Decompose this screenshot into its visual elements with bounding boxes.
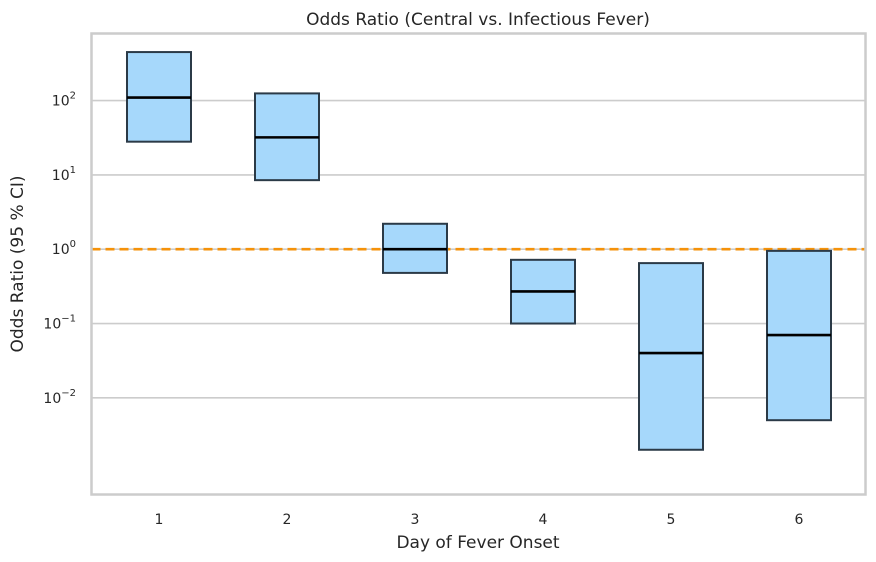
x-tick-label: 1 [155, 512, 164, 528]
boxes [126, 51, 832, 451]
y-tick-base: 10 [52, 94, 70, 110]
ci-box [638, 262, 704, 451]
y-tick-base: 10 [52, 168, 70, 184]
x-tick-labels: 1 2 3 4 5 6 [155, 512, 804, 528]
y-tick-exponent: −2 [61, 388, 76, 399]
x-axis-label: Day of Fever Onset [396, 533, 559, 553]
y-tick-label: 100 [52, 239, 76, 258]
x-tick-label: 5 [667, 512, 676, 528]
y-tick-label: 10−1 [43, 314, 76, 333]
y-tick-label: 10−2 [43, 388, 76, 407]
y-tick-exponent: −1 [61, 314, 76, 325]
y-tick-label: 101 [52, 165, 76, 184]
x-tick-label: 2 [283, 512, 292, 528]
chart-title: Odds Ratio (Central vs. Infectious Fever… [306, 10, 650, 30]
x-tick-label: 3 [411, 512, 420, 528]
y-tick-exponent: 1 [70, 165, 76, 176]
y-tick-label: 102 [52, 91, 76, 110]
y-tick-exponent: 2 [70, 91, 76, 102]
y-tick-base: 10 [43, 317, 61, 333]
y-tick-exponent: 0 [70, 239, 76, 250]
plot-frame [90, 32, 867, 496]
y-tick-base: 10 [52, 242, 70, 258]
x-tick-label: 6 [795, 512, 804, 528]
x-tick-label: 4 [539, 512, 548, 528]
y-tick-base: 10 [43, 391, 61, 407]
y-axis-label: Odds Ratio (95 % CI) [8, 175, 28, 352]
